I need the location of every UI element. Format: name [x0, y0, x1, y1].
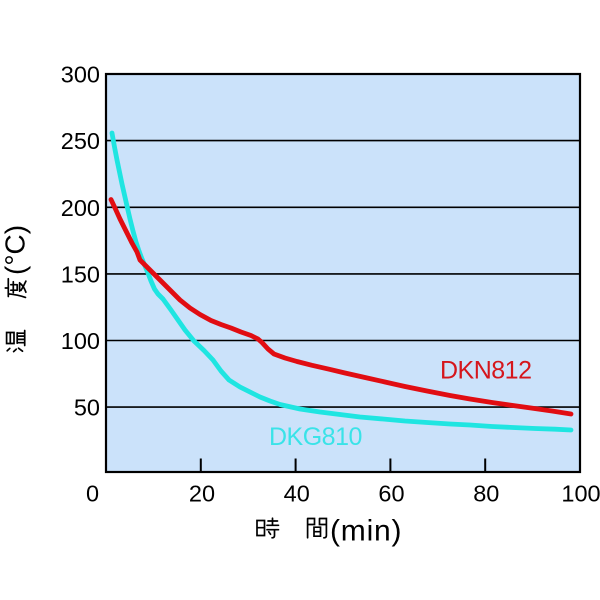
svg-text:50: 50 [74, 395, 100, 421]
svg-text:150: 150 [61, 261, 100, 287]
svg-text:300: 300 [61, 62, 100, 88]
svg-text:DKN812: DKN812 [440, 357, 532, 385]
svg-text:100: 100 [561, 481, 600, 507]
svg-text:200: 200 [61, 195, 100, 221]
svg-text:(°C): (°C) [0, 225, 31, 275]
svg-text:250: 250 [61, 128, 100, 154]
svg-text:DKG810: DKG810 [269, 423, 362, 451]
svg-text:60: 60 [378, 481, 404, 507]
svg-text:100: 100 [61, 328, 100, 354]
svg-text:80: 80 [473, 481, 499, 507]
svg-text:20: 20 [189, 481, 215, 507]
svg-text:(min): (min) [330, 515, 402, 548]
svg-text:40: 40 [284, 481, 310, 507]
svg-text:0: 0 [86, 481, 99, 507]
